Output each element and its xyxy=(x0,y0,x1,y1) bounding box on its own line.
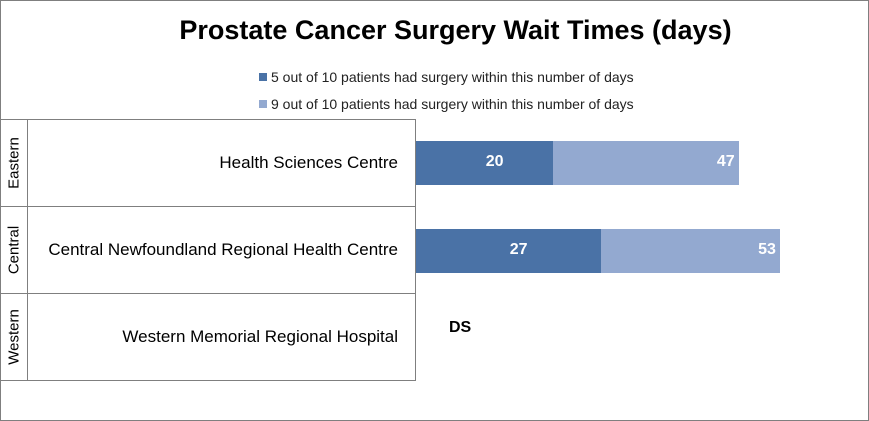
category-label: Central Newfoundland Regional Health Cen… xyxy=(48,240,398,259)
chart-title: Prostate Cancer Surgery Wait Times (days… xyxy=(179,15,732,45)
legend-swatch-90th xyxy=(259,100,267,108)
category-row: Central Central Newfoundland Regional He… xyxy=(1,206,416,294)
bar-median: 20 xyxy=(416,141,554,185)
legend-label-median: 5 out of 10 patients had surgery within … xyxy=(271,69,634,85)
category-table: Eastern Health Sciences Centre Central C… xyxy=(1,119,416,381)
category-row: Eastern Health Sciences Centre xyxy=(1,119,416,207)
suppressed-data-label: DS xyxy=(449,319,472,336)
legend-item-90th: 9 out of 10 patients had surgery within … xyxy=(259,96,634,112)
group-label: Central xyxy=(5,225,23,275)
group-label: Eastern xyxy=(5,137,23,189)
group-cell: Eastern xyxy=(1,120,28,206)
data-label: 27 xyxy=(509,241,528,258)
data-label: 20 xyxy=(485,153,504,170)
legend-item-median: 5 out of 10 patients had surgery within … xyxy=(259,69,634,85)
plot-area: 47 20 53 27 DS xyxy=(416,119,856,383)
category-label: Western Memorial Regional Hospital xyxy=(122,327,398,346)
legend-label-90th: 9 out of 10 patients had surgery within … xyxy=(271,96,634,112)
category-label: Health Sciences Centre xyxy=(219,153,398,172)
legend-swatch-median xyxy=(259,73,267,81)
bar-median: 27 xyxy=(416,229,602,273)
group-label: Western xyxy=(5,309,23,365)
data-label: 47 xyxy=(716,153,735,170)
category-row: Western Western Memorial Regional Hospit… xyxy=(1,293,416,381)
group-cell: Western xyxy=(1,294,28,380)
group-cell: Central xyxy=(1,207,28,293)
data-label: 53 xyxy=(758,241,776,258)
